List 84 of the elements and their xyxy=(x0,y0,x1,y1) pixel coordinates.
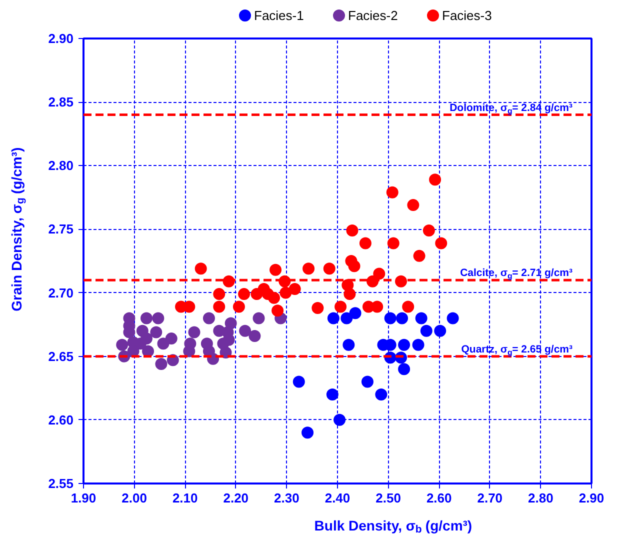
point xyxy=(292,376,305,388)
point xyxy=(238,288,250,300)
point xyxy=(323,262,336,275)
point xyxy=(348,260,360,272)
point xyxy=(340,312,353,324)
point xyxy=(412,338,424,351)
point xyxy=(435,237,448,250)
point xyxy=(349,307,362,320)
y-tick-label: 2.70 xyxy=(48,285,74,300)
legend-label: Facies-2 xyxy=(348,8,398,23)
point xyxy=(420,324,432,337)
point xyxy=(334,300,347,313)
point xyxy=(239,324,252,337)
point xyxy=(359,237,372,250)
x-tick-label: 2.00 xyxy=(122,490,147,506)
point xyxy=(429,174,442,186)
x-tick-label: 2.10 xyxy=(172,490,198,506)
point xyxy=(373,268,386,280)
y-tick-label: 2.85 xyxy=(48,94,74,110)
point xyxy=(248,330,261,342)
point xyxy=(375,388,388,400)
point xyxy=(140,332,152,345)
y-axis-title: Grain Density, σg (g/cm³) xyxy=(8,147,27,312)
point xyxy=(402,300,414,313)
point xyxy=(155,358,168,370)
point xyxy=(140,312,152,324)
point xyxy=(386,186,398,198)
point xyxy=(334,414,346,426)
y-tick-label: 2.90 xyxy=(48,31,74,46)
y-tick-label: 2.55 xyxy=(48,476,74,491)
y-tick-label: 2.60 xyxy=(48,412,74,428)
point xyxy=(312,302,324,314)
x-tick-label: 1.90 xyxy=(70,490,96,506)
point xyxy=(157,338,170,350)
point xyxy=(183,345,196,358)
point xyxy=(288,282,301,295)
point xyxy=(398,338,410,351)
point xyxy=(446,312,459,324)
legend-label: Facies-1 xyxy=(254,8,304,23)
point xyxy=(165,332,178,345)
x-tick-label: 2.30 xyxy=(274,490,300,506)
point xyxy=(252,312,265,324)
point xyxy=(327,312,340,324)
y-tick-label: 2.65 xyxy=(48,348,74,364)
x-tick-label: 2.70 xyxy=(477,490,503,506)
point xyxy=(268,292,280,304)
point xyxy=(270,264,282,276)
point xyxy=(272,304,284,317)
point xyxy=(152,312,164,324)
point xyxy=(232,300,245,313)
point xyxy=(116,338,128,351)
x-tick-label: 2.50 xyxy=(376,490,401,506)
point xyxy=(280,286,292,299)
x-tick-label: 2.20 xyxy=(223,490,249,506)
point xyxy=(344,288,356,300)
point xyxy=(422,224,435,236)
point xyxy=(342,338,355,351)
x-tick-label: 2.80 xyxy=(528,490,554,506)
point xyxy=(150,326,162,338)
point xyxy=(202,312,215,324)
point xyxy=(371,300,384,313)
point xyxy=(326,388,338,400)
point xyxy=(302,426,314,439)
point xyxy=(396,312,408,324)
legend-label: Facies-3 xyxy=(442,8,492,23)
point xyxy=(361,376,374,388)
point xyxy=(346,224,358,236)
x-tick-label: 2.90 xyxy=(578,490,604,506)
x-tick-label: 2.60 xyxy=(426,490,452,506)
point xyxy=(415,312,428,324)
point xyxy=(398,363,410,376)
point xyxy=(194,262,207,275)
point xyxy=(213,288,226,300)
point xyxy=(384,312,396,324)
point xyxy=(302,262,315,275)
point xyxy=(387,237,400,250)
y-tick-label: 2.75 xyxy=(48,222,74,237)
point xyxy=(213,300,226,313)
point xyxy=(434,324,446,337)
x-tick-label: 2.40 xyxy=(324,490,350,506)
point xyxy=(188,326,200,338)
y-tick-label: 2.80 xyxy=(48,158,74,174)
point xyxy=(413,250,426,262)
point xyxy=(407,199,420,212)
